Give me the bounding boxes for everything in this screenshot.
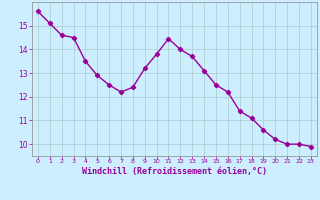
X-axis label: Windchill (Refroidissement éolien,°C): Windchill (Refroidissement éolien,°C) [82,167,267,176]
